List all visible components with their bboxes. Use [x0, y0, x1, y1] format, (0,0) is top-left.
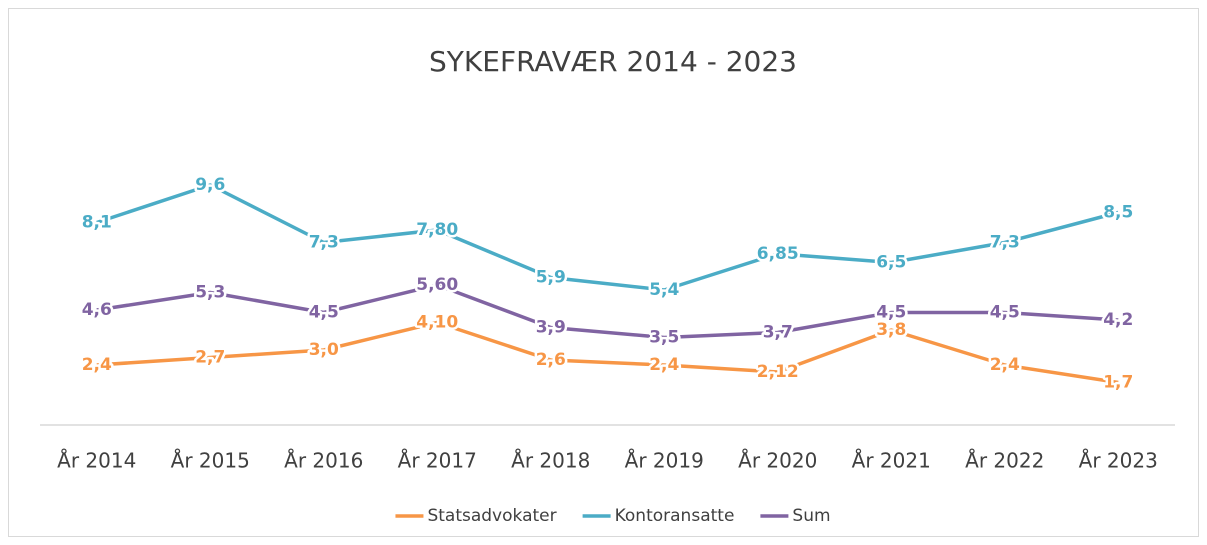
- data-label: 4,5: [876, 303, 906, 323]
- data-label: 2,7: [195, 348, 225, 368]
- x-tick-label: År 2023: [1079, 449, 1158, 473]
- data-label: 3,5: [649, 328, 679, 348]
- data-label: 4,5: [309, 303, 339, 323]
- data-label: 3,7: [763, 323, 793, 343]
- data-label: 5,3: [195, 283, 225, 303]
- x-tick-label: År 2020: [738, 449, 817, 473]
- data-label: 5,60: [416, 275, 458, 295]
- data-label: 6,85: [757, 244, 799, 264]
- data-label: 3,0: [309, 340, 339, 360]
- chart-title: SYKEFRAVÆR 2014 - 2023: [429, 45, 797, 78]
- x-tick-label: År 2018: [511, 449, 590, 473]
- data-label: 3,9: [536, 318, 566, 338]
- legend-label: Kontoransatte: [615, 506, 735, 526]
- data-label: 4,5: [990, 303, 1020, 323]
- data-label: 7,3: [990, 233, 1020, 253]
- data-label: 6,5: [876, 253, 906, 273]
- data-label: 5,9: [536, 268, 566, 288]
- data-label: 2,6: [536, 350, 566, 370]
- series-line: [96, 283, 1119, 340]
- data-label: 2,4: [990, 355, 1020, 375]
- data-label: 7,3: [309, 233, 339, 253]
- data-label: 4,10: [416, 313, 458, 333]
- data-label: 8,5: [1103, 203, 1133, 223]
- data-label: 2,4: [649, 355, 679, 375]
- legend-label: Sum: [792, 506, 830, 526]
- x-tick-label: År 2021: [852, 449, 931, 473]
- data-label: 8,1: [82, 213, 112, 233]
- data-label: 9,6: [195, 175, 225, 195]
- x-tick-label: År 2014: [57, 449, 136, 473]
- data-label: 7,80: [416, 220, 458, 240]
- series-line: [96, 320, 1119, 385]
- data-label: 3,8: [876, 320, 906, 340]
- x-tick-label: År 2022: [965, 449, 1044, 473]
- x-tick-label: År 2016: [284, 449, 363, 473]
- x-tick-label: År 2019: [625, 449, 704, 473]
- series-line: [96, 183, 1119, 292]
- chart-frame: [8, 8, 1199, 537]
- data-label: 2,4: [82, 355, 112, 375]
- data-label: 2,12: [757, 362, 799, 382]
- x-tick-label: År 2017: [398, 449, 477, 473]
- data-label: 1,7: [1103, 373, 1133, 393]
- data-label: 4,2: [1103, 310, 1133, 330]
- data-label: 5,4: [649, 280, 679, 300]
- data-label: 4,6: [82, 300, 112, 320]
- legend-label: Statsadvokater: [427, 506, 556, 526]
- x-tick-label: År 2015: [171, 449, 250, 473]
